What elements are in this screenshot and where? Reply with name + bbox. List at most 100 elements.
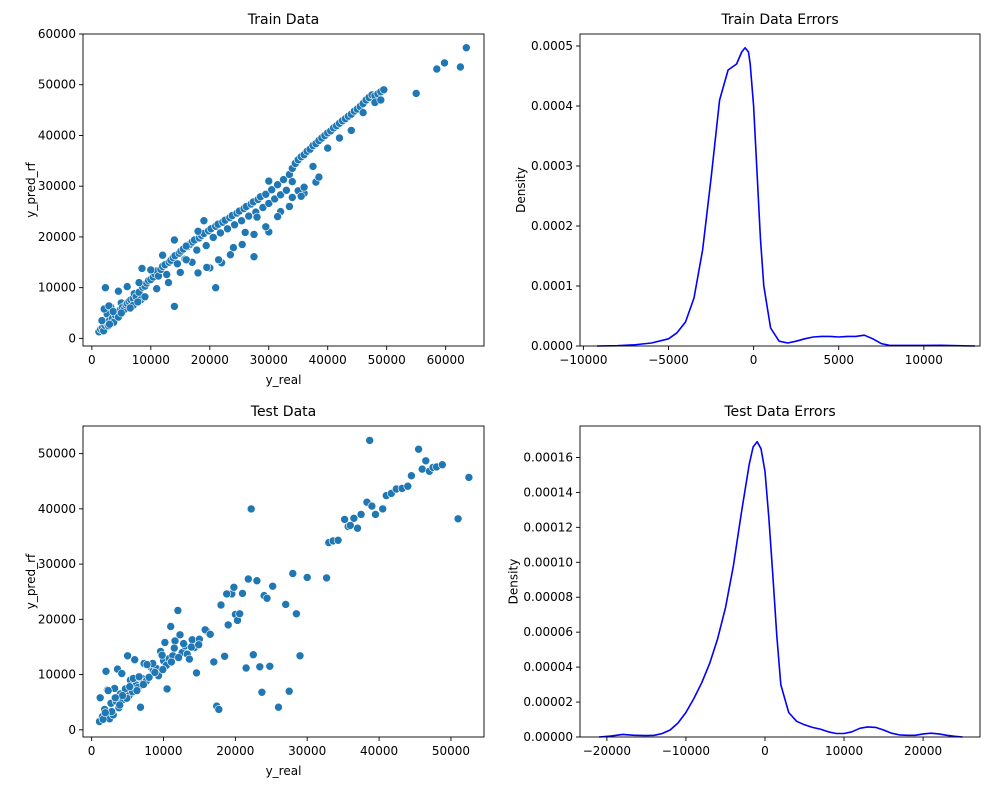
- y-tick-label: 0.0001: [531, 279, 573, 293]
- scatter-point: [229, 582, 239, 592]
- scatter-point: [244, 574, 253, 584]
- x-tick-label: −10000: [662, 744, 710, 758]
- x-tick-label: 0: [88, 744, 96, 758]
- scatter-point: [181, 255, 191, 265]
- scatter-point: [403, 481, 413, 491]
- scatter-point: [229, 243, 238, 252]
- scatter-point: [273, 212, 282, 221]
- y-axis-label: y_pred_rf: [24, 553, 38, 609]
- scatter-point: [150, 668, 160, 677]
- scatter-point: [214, 255, 223, 265]
- scatter-point: [345, 521, 355, 530]
- scatter-point: [111, 693, 120, 703]
- scatter-point: [187, 642, 196, 652]
- scatter-point: [214, 705, 224, 714]
- kde-line: [596, 47, 975, 347]
- scatter-point: [108, 307, 118, 316]
- scatter-point: [333, 535, 343, 545]
- scatter-point: [252, 576, 262, 586]
- scatter-point: [175, 630, 185, 640]
- scatter-point: [115, 700, 124, 710]
- scatter-point: [287, 193, 297, 202]
- x-tick-label: 60000: [427, 353, 465, 367]
- scatter-point: [356, 510, 366, 519]
- scatter-point: [134, 278, 144, 287]
- scatter-point: [125, 682, 134, 692]
- scatter-point: [238, 589, 247, 598]
- y-tick-label: 0.00006: [523, 625, 573, 639]
- scatter-point: [358, 108, 368, 117]
- scatter-point: [456, 62, 465, 72]
- scatter-point: [105, 319, 114, 329]
- scatter-point: [194, 640, 203, 650]
- scatter-point: [114, 286, 123, 296]
- y-tick-label: 0.00008: [523, 590, 573, 604]
- x-tick-label: 30000: [250, 353, 288, 367]
- scatter-point: [226, 250, 235, 259]
- scatter-point: [285, 202, 294, 211]
- x-tick-label: 20000: [904, 744, 942, 758]
- scatter-point: [237, 216, 246, 225]
- scatter-point: [235, 609, 244, 619]
- x-axis-label: y_real: [266, 764, 302, 778]
- scatter-point: [152, 284, 161, 294]
- y-tick-label: 30000: [38, 557, 76, 571]
- scatter-point: [292, 609, 301, 619]
- scatter-point: [322, 573, 331, 583]
- scatter-point: [249, 650, 258, 660]
- scatter-point: [279, 175, 288, 184]
- x-axis-label: y_real: [266, 373, 302, 387]
- chart-title: Test Data: [250, 404, 316, 420]
- scatter-point: [261, 222, 271, 232]
- scatter-point: [173, 606, 183, 615]
- scatter-point: [346, 126, 356, 135]
- subplot-1: 0 10000 20000 30000 40000 50000 60000 0 10000 200…: [24, 12, 485, 387]
- x-tick-label: 0: [750, 353, 758, 367]
- scatter-point: [222, 589, 231, 599]
- axes-frame: [82, 425, 485, 738]
- y-tick-label: 10000: [38, 281, 76, 295]
- x-tick-label: 0: [761, 744, 769, 758]
- scatter-point: [181, 241, 191, 251]
- scatter-point: [302, 573, 312, 582]
- scatter-point: [173, 259, 182, 269]
- scatter-point: [179, 639, 188, 648]
- scatter-point: [146, 265, 156, 275]
- scatter-point: [432, 64, 442, 74]
- scatter-point: [461, 43, 471, 53]
- y-tick-label: 0.0004: [531, 99, 573, 113]
- subplot-3: 0 10000 20000 30000 40000 50000 0 10000 20000 300…: [24, 404, 485, 778]
- y-tick-label: 20000: [38, 230, 76, 244]
- x-tick-label: 40000: [309, 353, 347, 367]
- scatter-point: [202, 263, 212, 272]
- scatter-point: [273, 180, 282, 189]
- scatter-point: [193, 268, 203, 278]
- scatter-point: [296, 192, 306, 201]
- scatter-point: [237, 240, 247, 249]
- scatter-point: [308, 162, 318, 171]
- scatter-point: [118, 691, 127, 700]
- scatter-point: [220, 651, 229, 661]
- scatter-point: [174, 653, 183, 662]
- y-tick-label: 0.0003: [531, 159, 573, 173]
- scatter-point: [264, 199, 274, 208]
- scatter-point: [274, 702, 283, 712]
- scatter-point: [270, 194, 280, 204]
- scatter-point: [122, 282, 132, 291]
- scatter-point: [130, 655, 139, 665]
- x-tick-label: 0: [88, 353, 96, 367]
- axes-frame: [579, 33, 981, 347]
- scatter-point: [276, 190, 285, 200]
- scatter-point: [157, 650, 167, 660]
- scatter-point: [440, 58, 449, 68]
- scatter-point: [371, 510, 380, 519]
- y-tick-label: 50000: [38, 78, 76, 92]
- scatter-point: [176, 268, 185, 277]
- scatter-point: [211, 283, 220, 293]
- x-tick-label: −10000: [559, 353, 607, 367]
- x-tick-label: 5000: [823, 353, 854, 367]
- scatter-point: [170, 302, 179, 311]
- scatter-point: [201, 241, 211, 250]
- scatter-point: [241, 663, 251, 673]
- scatter-point: [437, 460, 447, 470]
